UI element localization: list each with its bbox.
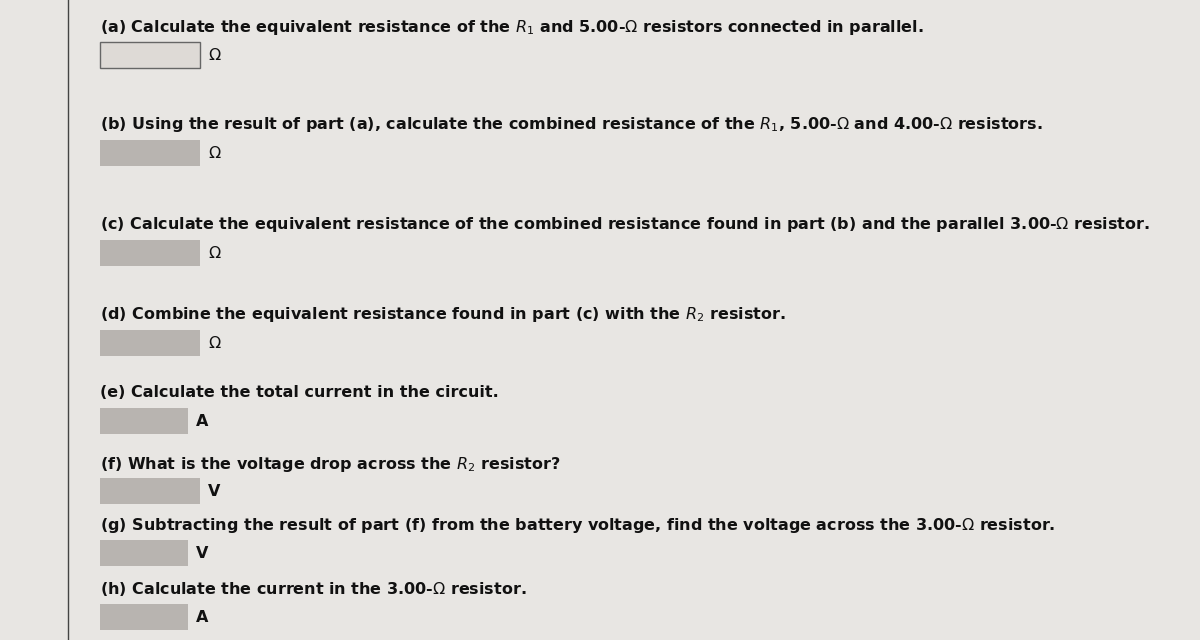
Text: $\Omega$: $\Omega$ <box>208 335 222 351</box>
Text: A: A <box>196 413 209 429</box>
Text: $\Omega$: $\Omega$ <box>208 245 222 261</box>
Text: (e) Calculate the total current in the circuit.: (e) Calculate the total current in the c… <box>100 385 499 400</box>
Text: (f) What is the voltage drop across the $R_2$ resistor?: (f) What is the voltage drop across the … <box>100 455 560 474</box>
FancyBboxPatch shape <box>100 408 188 434</box>
FancyBboxPatch shape <box>100 540 188 566</box>
FancyBboxPatch shape <box>100 604 188 630</box>
Text: A: A <box>196 609 209 625</box>
FancyBboxPatch shape <box>100 140 200 166</box>
Text: V: V <box>208 483 221 499</box>
Text: (b) Using the result of part (a), calculate the combined resistance of the $R_1$: (b) Using the result of part (a), calcul… <box>100 115 1043 134</box>
Text: $\Omega$: $\Omega$ <box>208 145 222 161</box>
FancyBboxPatch shape <box>100 240 200 266</box>
Text: (a) Calculate the equivalent resistance of the $R_1$ and 5.00-$\Omega$ resistors: (a) Calculate the equivalent resistance … <box>100 18 924 37</box>
FancyBboxPatch shape <box>100 478 200 504</box>
Text: V: V <box>196 545 209 561</box>
FancyBboxPatch shape <box>100 330 200 356</box>
Text: (h) Calculate the current in the 3.00-$\Omega$ resistor.: (h) Calculate the current in the 3.00-$\… <box>100 580 527 598</box>
Text: (c) Calculate the equivalent resistance of the combined resistance found in part: (c) Calculate the equivalent resistance … <box>100 215 1150 234</box>
FancyBboxPatch shape <box>100 42 200 68</box>
Text: $\Omega$: $\Omega$ <box>208 47 222 63</box>
Text: (g) Subtracting the result of part (f) from the battery voltage, find the voltag: (g) Subtracting the result of part (f) f… <box>100 516 1055 535</box>
Text: (d) Combine the equivalent resistance found in part (c) with the $R_2$ resistor.: (d) Combine the equivalent resistance fo… <box>100 305 786 324</box>
